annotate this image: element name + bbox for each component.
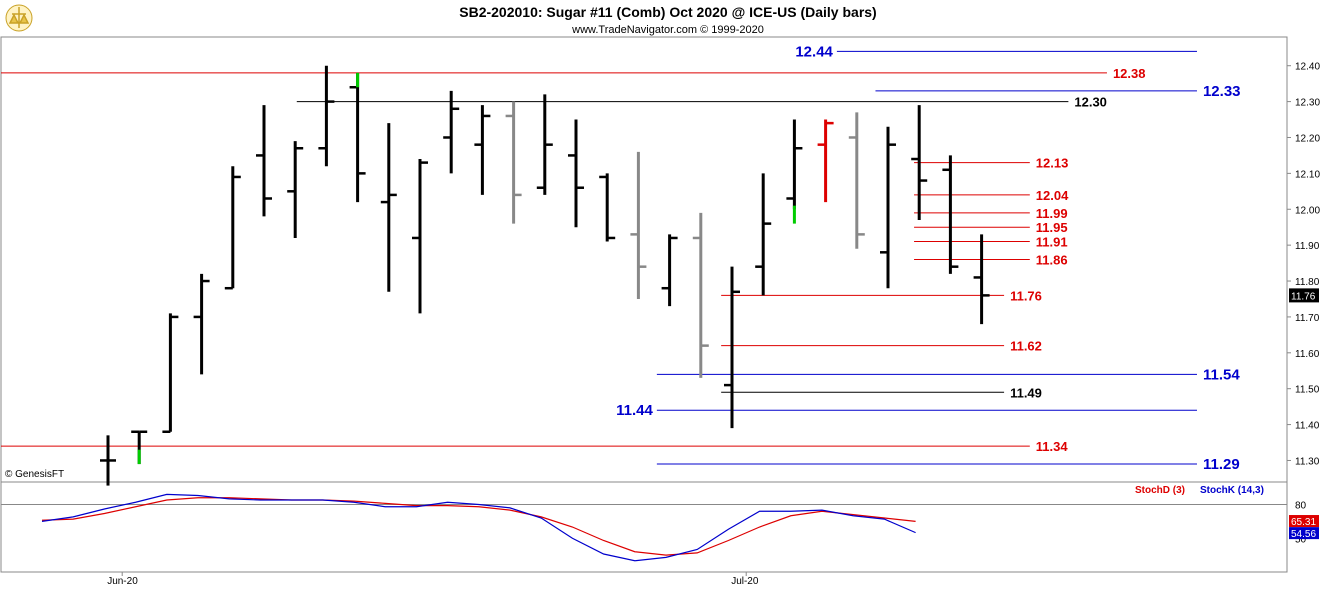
watermark: © GenesisFT <box>5 469 64 480</box>
level-label: 12.38 <box>1113 66 1146 81</box>
y-tick-label: 11.90 <box>1295 241 1320 252</box>
level-label: 11.86 <box>1036 253 1068 268</box>
levels-group: 12.44 12.38 12.33 12.30 12.13 12.04 11.9911.95… <box>1 43 1241 473</box>
level-label: 11.34 <box>1036 439 1069 454</box>
chart-subtitle: www.TradeNavigator.com © 1999-2020 <box>571 24 764 36</box>
level-label: 12.30 <box>1074 95 1107 110</box>
level-label: 12.04 <box>1036 188 1069 203</box>
stoch-line <box>41 493 916 562</box>
level-label: 11.54 <box>1203 366 1240 383</box>
y-tick-label: 11.60 <box>1295 349 1320 360</box>
y-tick-label: 12.10 <box>1295 169 1320 180</box>
last-price-label: 11.76 <box>1291 291 1316 302</box>
y-tick-label: 12.20 <box>1295 133 1320 144</box>
y-tick-label: 11.50 <box>1295 385 1320 396</box>
stoch-tick-label: 80 <box>1295 501 1307 512</box>
stoch-panel <box>0 481 1288 573</box>
price-panel <box>0 36 1288 483</box>
level-label: 11.99 <box>1036 206 1068 221</box>
level-label: 11.62 <box>1010 339 1042 354</box>
level-label: 12.44 <box>795 43 833 60</box>
stoch-readout-box <box>1289 527 1319 540</box>
level-label: 12.33 <box>1203 83 1241 100</box>
level-label: 11.49 <box>1010 385 1042 400</box>
stoch-readout-box <box>1289 515 1319 528</box>
y-tick-label: 12.00 <box>1295 205 1320 216</box>
stoch-legend-item: StochD (3) <box>1135 485 1185 496</box>
level-label: 11.29 <box>1203 456 1240 473</box>
stoch-legend-item: StochK (14,3) <box>1200 485 1264 496</box>
y-axis: 12.40 12.30 12.20 12.10 12.00 11.90 11.80 11.70… <box>1287 62 1320 467</box>
level-label: 12.13 <box>1036 156 1069 171</box>
y-tick-label: 11.40 <box>1295 421 1320 432</box>
y-tick-label: 12.40 <box>1295 62 1320 73</box>
level-label: 11.76 <box>1010 288 1042 303</box>
logo-icon <box>5 4 33 32</box>
level-label: 11.95 <box>1036 220 1068 235</box>
stoch-readout-label: 54.56 <box>1291 529 1316 540</box>
y-tick-label: 11.80 <box>1295 277 1320 288</box>
y-tick-label: 11.70 <box>1295 313 1320 324</box>
x-axis: Jun-20 Jul-20 <box>107 572 759 587</box>
chart-title: SB2-202010: Sugar #11 (Comb) Oct 2020 @ … <box>459 4 876 20</box>
x-tick-label: Jun-20 <box>107 576 138 587</box>
level-label: 11.44 <box>616 402 653 419</box>
bars-group <box>100 65 990 486</box>
level-label: 11.91 <box>1036 235 1068 250</box>
y-tick-label: 12.30 <box>1295 98 1320 109</box>
last-price-box <box>1289 288 1319 303</box>
stoch-readout-label: 65.31 <box>1291 517 1316 528</box>
stoch-tick-label: 50 <box>1295 534 1307 545</box>
x-tick-label: Jul-20 <box>731 576 759 587</box>
stoch-line <box>41 497 916 556</box>
y-tick-label: 11.30 <box>1295 456 1320 467</box>
